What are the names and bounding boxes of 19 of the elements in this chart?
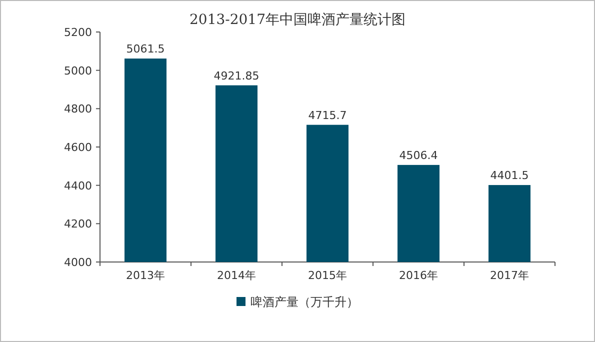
data-label: 4401.5: [490, 169, 529, 182]
y-tick-label: 4000: [64, 256, 92, 269]
y-tick-label: 5000: [64, 64, 92, 78]
x-tick-label: 2017年: [490, 269, 529, 282]
data-label: 4921.85: [214, 69, 260, 82]
x-tick-label: 2014年: [217, 269, 256, 282]
y-tick-label: 4400: [64, 179, 92, 192]
y-tick-label: 4600: [64, 141, 92, 154]
y-tick-label: 4200: [64, 218, 92, 231]
data-label: 4715.7: [308, 108, 347, 122]
y-tick-label: 5200: [64, 26, 92, 39]
data-label: 5061.5: [126, 42, 165, 56]
x-tick-label: 2016年: [399, 269, 438, 282]
legend-label: 啤酒产量（万千升）: [250, 295, 358, 309]
chart-title: 2013-2017年中国啤酒产量统计图: [190, 12, 406, 28]
x-tick-label: 2015年: [308, 269, 347, 282]
y-tick-label: 4800: [64, 102, 92, 116]
x-tick-label: 2013年: [126, 269, 165, 282]
data-label: 4506.4: [399, 148, 438, 162]
